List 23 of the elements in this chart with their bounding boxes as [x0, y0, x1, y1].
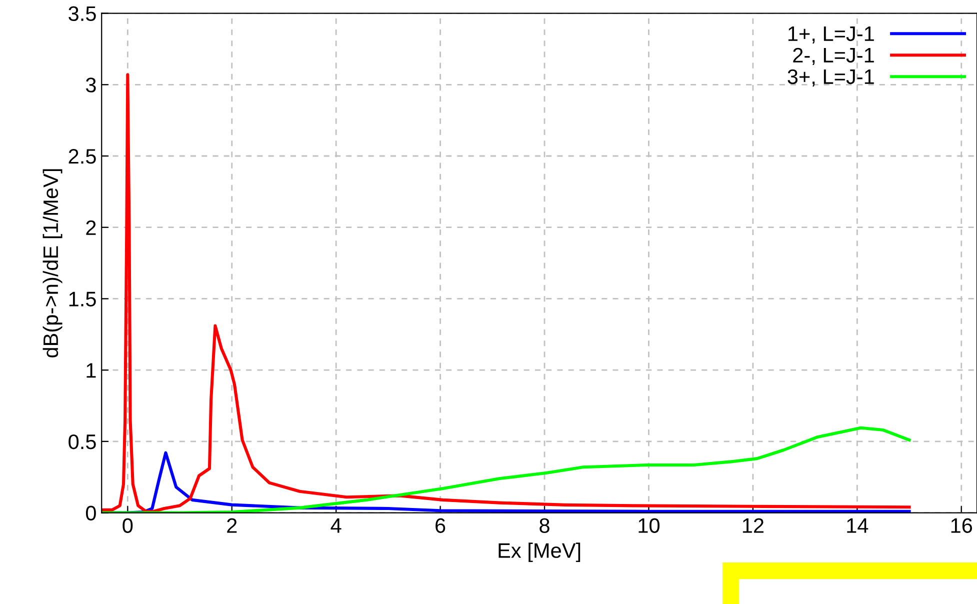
x-axis-title: Ex [MeV]: [498, 542, 580, 562]
y-tick-label: 0: [86, 506, 96, 521]
y-tick-label: 3.5: [68, 6, 96, 22]
x-tick-label: 16: [951, 518, 972, 533]
legend-label: 3+, L=J-1: [788, 69, 874, 87]
y-tick-label: 3: [86, 78, 96, 92]
x-tick-label: 14: [847, 518, 868, 533]
x-tick-label: 12: [742, 518, 764, 533]
y-tick-label: 1: [86, 363, 96, 378]
x-tick-label: 8: [540, 518, 550, 533]
line-series: [102, 426, 911, 513]
y-tick-label: 1.5: [69, 292, 96, 306]
legend-label: 1+, L=J-1: [788, 26, 874, 44]
x-tick-label: 6: [436, 518, 446, 533]
y-tick-label: 0.5: [68, 434, 96, 450]
y-axis-title: dB(p->n)/dE [1/MeV]: [42, 169, 62, 358]
x-tick-label: 0: [122, 518, 133, 533]
x-tick-label: 10: [638, 518, 660, 533]
y-tick-label: 2: [86, 220, 96, 235]
y-tick-label: 2.5: [68, 149, 96, 164]
legend-label: 2-, L=J-1: [793, 48, 874, 66]
x-tick-label: 2: [227, 518, 237, 533]
x-tick-label: 4: [330, 518, 342, 533]
